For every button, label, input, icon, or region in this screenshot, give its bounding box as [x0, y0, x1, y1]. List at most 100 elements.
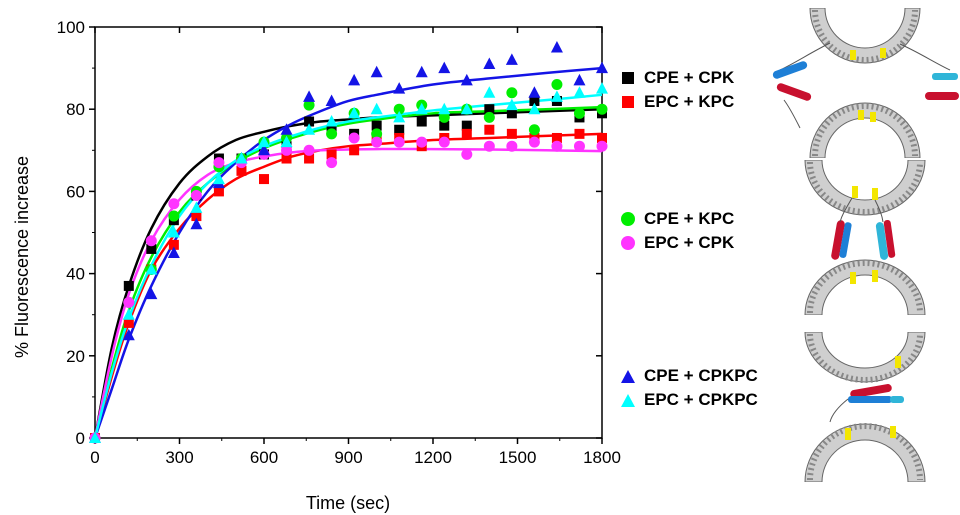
triangle-point: [122, 328, 135, 341]
membrane-fusion-schematic-icon: [772, 8, 959, 158]
data-points: [89, 41, 608, 444]
fit-line: [93, 107, 603, 439]
legend-item: CPE + KPC: [620, 207, 734, 231]
y-tick-label: 40: [66, 265, 85, 284]
triangle-point: [505, 98, 518, 111]
triangle-marker-icon: [621, 393, 635, 407]
circle-point: [303, 144, 315, 156]
legend-label: EPC + CPKPC: [644, 390, 758, 409]
square-point: [416, 116, 427, 127]
circle-point: [281, 144, 293, 156]
triangle-point: [303, 90, 316, 102]
square-point: [506, 108, 517, 119]
circle-marker-icon: [621, 236, 635, 250]
x-tick-label: 1500: [499, 448, 537, 467]
triangle-point: [235, 152, 248, 164]
legend-label: EPC + CPK: [644, 233, 735, 252]
triangle-point: [348, 73, 361, 86]
triangle-point: [438, 102, 451, 115]
fit-line: [93, 147, 603, 439]
triangle-point: [145, 287, 158, 300]
bottom-vesicle: [809, 102, 921, 158]
circle-point: [461, 148, 473, 160]
legend-item: EPC + CPKPC: [620, 388, 758, 412]
triangle-point: [550, 41, 563, 53]
circle-point: [326, 157, 338, 169]
circle-point: [190, 190, 202, 202]
square-point: [123, 280, 134, 291]
triangle-point: [528, 86, 541, 98]
square-point: [281, 153, 292, 164]
fit-curves: [93, 66, 603, 439]
fit-line: [93, 132, 603, 439]
triangle-point: [370, 65, 383, 78]
circle-point: [416, 136, 428, 148]
top-vesicle: [804, 160, 926, 216]
square-point: [551, 132, 562, 143]
triangle-point: [596, 82, 608, 94]
x-tick-label: 900: [334, 448, 362, 467]
square-point: [191, 211, 202, 222]
circle-marker-icon: [621, 212, 635, 226]
top-vesicle: [809, 8, 921, 64]
square-point: [484, 104, 495, 115]
y-axis-label: % Fluorescence increase: [12, 156, 32, 358]
square-point: [326, 149, 337, 160]
chart-axes: 0 300 600 900 1200 1500 1800 0 20 40 60 80 100: [57, 18, 621, 467]
square-point: [484, 124, 495, 135]
circle-point: [168, 210, 180, 222]
triangle-point: [460, 102, 473, 115]
fit-line: [93, 93, 603, 439]
triangle-point: [190, 217, 203, 230]
square-point: [349, 145, 360, 156]
square-point: [259, 174, 269, 185]
membrane-fusion-schematic-icon: [804, 160, 926, 315]
circle-point: [168, 198, 180, 210]
legend-group-3: CPE + CPKPC EPC + CPKPC: [620, 364, 758, 412]
square-point: [146, 243, 157, 254]
triangle-point: [122, 308, 135, 320]
triangle-point: [348, 106, 361, 119]
circle-point: [393, 136, 405, 148]
legend-group-1: CPE + CPK EPC + KPC: [620, 66, 734, 114]
triangle-point: [325, 94, 338, 106]
circle-point: [573, 140, 585, 152]
circle-point: [483, 111, 495, 123]
y-tick-label: 0: [76, 429, 85, 448]
triangle-point: [596, 61, 608, 74]
square-point: [304, 153, 315, 164]
square-point: [371, 120, 382, 131]
triangle-point: [325, 115, 338, 127]
square-point: [506, 128, 517, 139]
x-tick-label: 300: [165, 448, 193, 467]
triangle-point: [89, 431, 101, 443]
triangle-point: [505, 53, 518, 65]
y-tick-label: 20: [66, 347, 85, 366]
circle-point: [303, 99, 315, 111]
triangle-point: [190, 201, 203, 213]
square-point: [394, 124, 405, 135]
legend-label: EPC + KPC: [644, 92, 735, 111]
circle-point: [123, 296, 135, 308]
triangle-point: [415, 65, 428, 78]
legend-group-2: CPE + KPC EPC + CPK: [620, 207, 734, 255]
triangle-point: [303, 123, 316, 135]
circle-point: [326, 128, 338, 140]
triangle-point: [280, 135, 293, 148]
y-tick-label: 100: [57, 18, 85, 37]
circle-point: [506, 140, 518, 152]
triangle-point: [393, 110, 406, 123]
triangle-point: [483, 57, 496, 69]
square-point: [236, 165, 247, 176]
square-point: [123, 317, 134, 328]
triangle-point: [415, 102, 428, 115]
square-point: [597, 132, 607, 143]
triangle-point: [212, 172, 225, 185]
circle-point: [438, 136, 450, 148]
triangle-point: [393, 82, 406, 94]
bottom-vesicle: [804, 259, 926, 315]
triangle-point: [438, 61, 451, 74]
triangle-point: [145, 262, 158, 275]
triangle-point: [280, 123, 293, 135]
legend-label: CPE + CPKPC: [644, 366, 758, 385]
